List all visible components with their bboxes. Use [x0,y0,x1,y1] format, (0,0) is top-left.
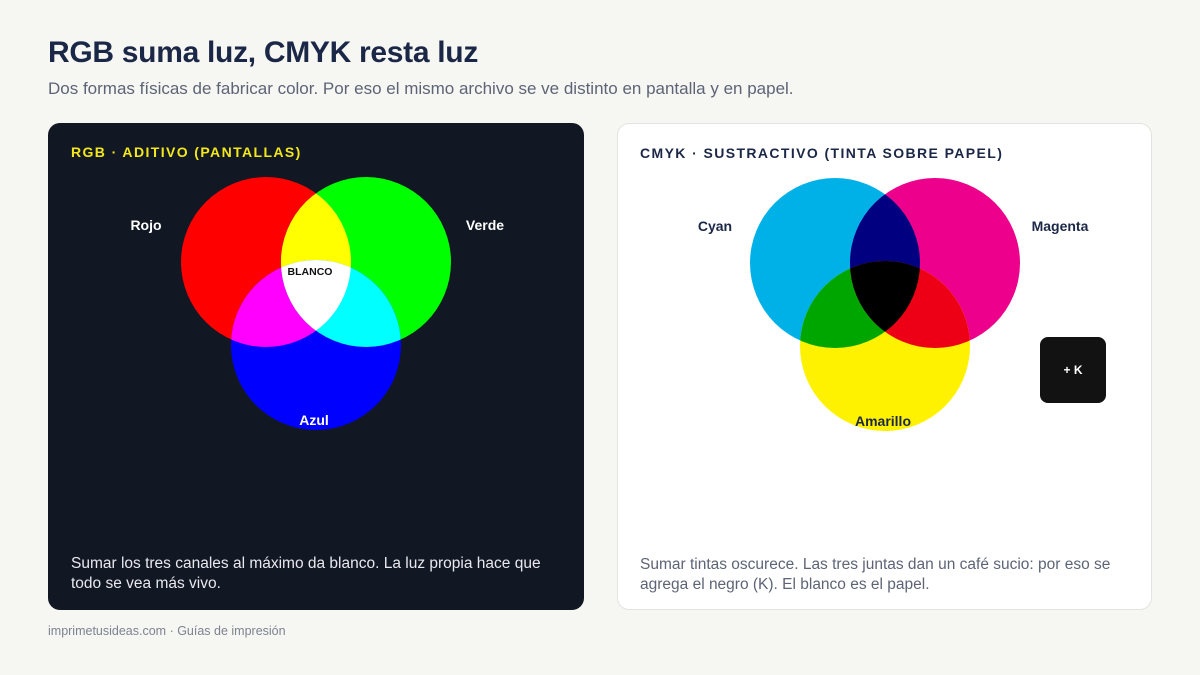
rgb-caption: Sumar los tres canales al máximo da blan… [71,555,541,592]
cmyk-panel: CMYK · SUSTRACTIVO (TINTA SOBRE PAPEL) C… [617,123,1152,610]
rgb-heading: RGB · ADITIVO (PANTALLAS) [71,144,302,160]
black-key-box: + K [1040,337,1106,403]
cmyk-label-yellow: Amarillo [855,413,911,429]
rgb-label-red: Rojo [130,217,161,233]
page-title: RGB suma luz, CMYK resta luz [48,36,479,69]
cmyk-label-magenta: Magenta [1032,218,1089,234]
rgb-panel: RGB · ADITIVO (PANTALLAS) Rojo Verde Azu… [48,123,584,610]
rgb-label-green: Verde [466,217,504,233]
rgb-venn-diagram: Rojo Verde Azul BLANCO [130,177,504,430]
cmyk-venn-diagram: Cyan Magenta Amarillo [698,178,1089,431]
cmyk-heading: CMYK · SUSTRACTIVO (TINTA SOBRE PAPEL) [640,145,1004,161]
black-key-label: + K [1063,363,1083,377]
cmyk-caption: Sumar tintas oscurece. Las tres juntas d… [640,556,1111,593]
rgb-label-blue: Azul [299,412,329,428]
cmyk-label-cyan: Cyan [698,218,732,234]
page-subtitle: Dos formas físicas de fabricar color. Po… [48,79,794,98]
rgb-label-center: BLANCO [288,266,333,278]
footer-credit: imprimetusideas.com · Guías de impresión [48,624,286,638]
